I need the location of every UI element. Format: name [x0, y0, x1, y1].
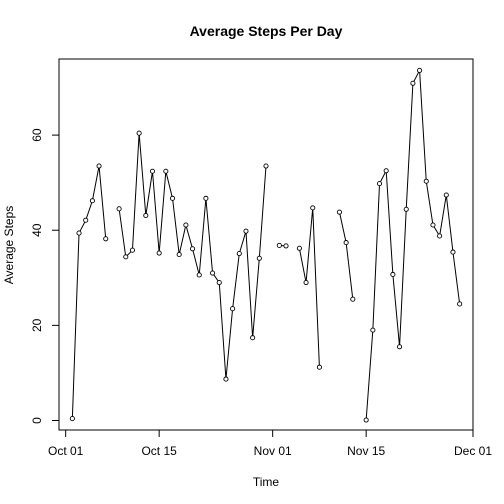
- data-point: [230, 306, 236, 312]
- y-tick-label: 40: [30, 223, 44, 237]
- series-segment: [118, 133, 267, 380]
- data-point: [283, 243, 289, 249]
- series-segment: [338, 212, 354, 300]
- data-point: [296, 245, 302, 251]
- data-point: [256, 255, 262, 261]
- chart-title: Average Steps Per Day: [190, 23, 343, 39]
- x-axis: Oct 01 Oct 15 Nov 01 Nov 15 Dec 01: [48, 429, 492, 458]
- data-point: [383, 168, 389, 174]
- data-point: [396, 344, 403, 350]
- data-point: [169, 195, 176, 201]
- data-point: [223, 376, 229, 382]
- data-point: [263, 163, 269, 169]
- data-point: [376, 181, 383, 187]
- data-point: [143, 212, 149, 219]
- x-tick-label: Nov 01: [254, 444, 292, 458]
- data-point: [410, 80, 416, 86]
- y-axis-label: Average Steps: [2, 206, 16, 285]
- x-tick-label: Nov 15: [347, 444, 385, 458]
- data-point: [243, 228, 249, 234]
- data-point: [437, 233, 443, 239]
- data-point: [129, 247, 135, 253]
- data-point: [350, 296, 356, 302]
- x-tick-label: Oct 01: [48, 444, 84, 458]
- data-point: [403, 206, 409, 212]
- data-point: [89, 198, 95, 204]
- data-point: [303, 279, 309, 286]
- data-point: [236, 250, 242, 257]
- x-tick-label: Oct 15: [141, 444, 177, 458]
- data-point: [136, 130, 142, 136]
- data-point: [216, 279, 222, 286]
- data-point: [276, 242, 282, 248]
- data-point: [370, 327, 376, 333]
- data-point: [123, 254, 129, 260]
- x-axis-label: Time: [253, 475, 280, 489]
- data-point: [116, 206, 122, 212]
- data-point: [156, 250, 162, 256]
- data-point: [423, 178, 429, 184]
- data-point: [103, 236, 109, 242]
- x-tick-label: Dec 01: [454, 444, 492, 458]
- y-tick-label: 0: [30, 417, 44, 424]
- series-points: [69, 67, 463, 423]
- data-point: [196, 272, 202, 278]
- y-axis: 0 20 40 60: [30, 128, 60, 424]
- data-point: [457, 301, 463, 307]
- data-point: [189, 246, 196, 252]
- data-point: [76, 230, 82, 236]
- data-point: [96, 163, 102, 169]
- series-segment: [71, 165, 107, 419]
- series-line: [71, 68, 461, 421]
- data-point: [316, 364, 322, 370]
- data-point: [183, 222, 189, 228]
- data-point: [163, 168, 169, 174]
- data-point: [176, 251, 182, 258]
- data-point: [417, 67, 423, 73]
- data-point: [363, 417, 369, 423]
- data-point: [149, 168, 156, 174]
- data-point: [210, 270, 216, 276]
- series-segment: [365, 68, 461, 421]
- y-tick-label: 20: [30, 318, 44, 332]
- data-point: [310, 205, 316, 211]
- y-tick-label: 60: [30, 128, 44, 142]
- data-point: [450, 249, 456, 255]
- data-point: [430, 222, 436, 228]
- series-segment: [298, 207, 320, 368]
- data-point: [69, 416, 75, 422]
- data-point: [390, 271, 396, 278]
- data-point: [83, 217, 89, 223]
- data-point: [443, 192, 449, 198]
- data-point: [250, 335, 256, 341]
- data-point: [343, 240, 349, 246]
- data-point: [203, 195, 209, 201]
- data-point: [336, 209, 343, 215]
